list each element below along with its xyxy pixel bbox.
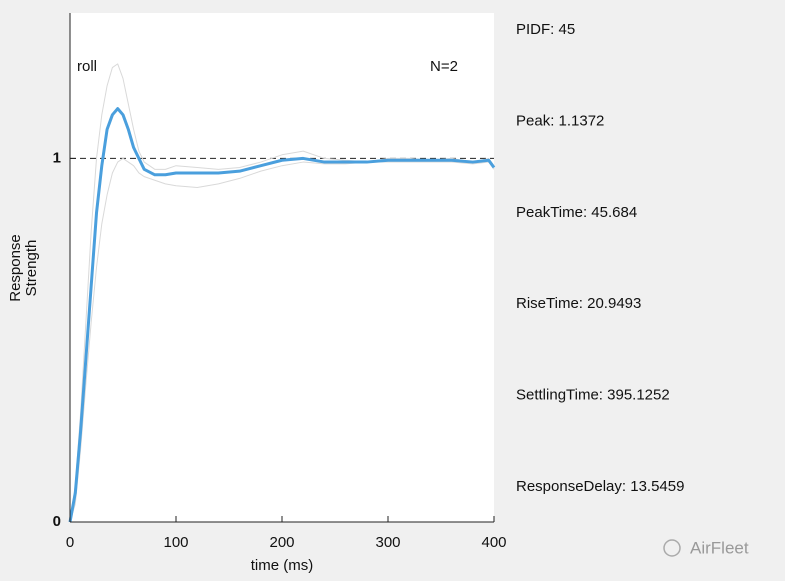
stat-text: RiseTime: 20.9493	[516, 295, 641, 312]
y-tick-label: 0	[53, 513, 61, 530]
series-line	[69, 157, 495, 523]
y-axis-label: Response Strength	[7, 234, 40, 302]
stat-text: Peak: 1.1372	[516, 112, 604, 129]
y-tick-label: 1	[53, 149, 61, 166]
x-tick-label: 100	[163, 534, 188, 551]
x-tick-label: 300	[375, 534, 400, 551]
stat-text: PeakTime: 45.684	[516, 204, 637, 221]
watermark-icon	[663, 539, 681, 557]
x-tick-label: 200	[269, 534, 294, 551]
plot-label: roll	[77, 58, 97, 75]
watermark-text: AirFleet	[690, 538, 749, 557]
y-axis-label-line: Strength	[23, 240, 40, 297]
plot-label: N=2	[430, 58, 458, 75]
series-line	[69, 63, 495, 523]
stat-text: ResponseDelay: 13.5459	[516, 478, 684, 495]
stat-text: SettlingTime: 395.1252	[516, 387, 670, 404]
stat-text: PIDF: 45	[516, 21, 575, 38]
series-line	[68, 107, 496, 523]
plot-area	[70, 13, 494, 522]
x-tick-label: 400	[481, 534, 506, 551]
x-axis-label: time (ms)	[251, 557, 314, 574]
watermark: AirFleet	[663, 538, 749, 557]
x-tick-label: 0	[66, 534, 74, 551]
y-axis-label-line: Response	[7, 234, 24, 302]
